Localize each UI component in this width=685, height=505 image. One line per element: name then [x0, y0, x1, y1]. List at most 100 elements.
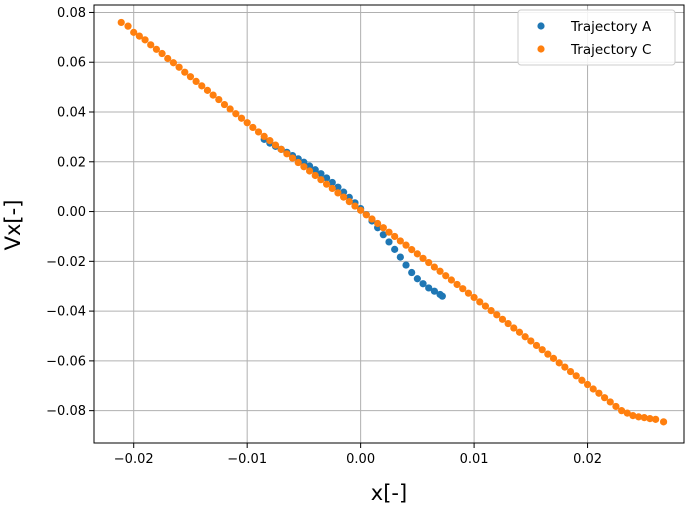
x-axis-label: x[-]	[371, 481, 407, 505]
data-point	[589, 385, 597, 393]
data-point	[220, 100, 229, 109]
y-tick-label: 0.08	[57, 6, 86, 21]
legend-box	[517, 9, 676, 66]
data-point	[135, 32, 143, 40]
data-point	[402, 261, 410, 269]
data-point	[305, 162, 314, 170]
data-point	[402, 241, 410, 249]
data-point	[158, 49, 166, 58]
data-point	[181, 68, 189, 76]
data-point	[504, 319, 512, 328]
data-point	[322, 174, 331, 182]
data-point	[209, 91, 217, 99]
data-point	[379, 224, 387, 232]
data-point	[203, 86, 212, 94]
data-point	[396, 237, 404, 245]
data-point	[561, 363, 569, 371]
data-point	[362, 211, 370, 219]
data-point	[476, 298, 484, 306]
data-point	[408, 246, 416, 254]
data-point	[481, 302, 490, 310]
data-point	[294, 158, 302, 167]
y-tick-label: −0.02	[46, 255, 86, 270]
data-point	[266, 137, 274, 145]
data-point	[515, 328, 524, 336]
data-point	[606, 398, 614, 406]
data-point	[413, 275, 421, 283]
data-point	[583, 380, 592, 389]
data-point	[254, 128, 263, 136]
data-point	[357, 206, 365, 214]
data-point	[464, 289, 473, 297]
data-point	[566, 367, 575, 376]
data-point	[635, 413, 643, 421]
data-point	[283, 150, 291, 158]
legend-label-trajectory-c: Trajectory C	[570, 42, 651, 58]
data-point	[351, 202, 359, 210]
data-point	[311, 166, 319, 174]
data-point	[260, 132, 268, 140]
data-point	[317, 176, 325, 184]
y-tick-label: −0.06	[46, 354, 86, 369]
data-point	[549, 354, 558, 362]
data-point	[595, 389, 603, 397]
data-point	[629, 412, 637, 420]
data-point	[572, 372, 580, 380]
legend-marker-trajectory-a	[537, 22, 545, 30]
data-point	[288, 154, 297, 162]
data-point	[141, 36, 149, 44]
data-point	[391, 245, 399, 253]
data-point	[442, 272, 450, 280]
y-tick-label: 0.04	[57, 106, 86, 121]
x-tick-label: −0.02	[114, 452, 154, 467]
legend-marker-trajectory-c	[537, 45, 545, 53]
data-point	[527, 337, 535, 345]
y-tick-label: −0.08	[46, 404, 86, 419]
data-point	[436, 267, 444, 275]
data-point	[646, 415, 654, 423]
data-series	[117, 18, 668, 426]
data-point	[334, 189, 342, 197]
data-point	[430, 263, 438, 271]
data-point	[328, 178, 336, 187]
data-point	[340, 193, 348, 201]
y-axis-label: Vx[-]	[1, 200, 25, 251]
y-tick-label: 0.02	[57, 155, 86, 170]
data-point	[198, 82, 206, 90]
data-point	[311, 171, 319, 180]
data-point	[237, 114, 246, 122]
legend: Trajectory A Trajectory C	[517, 9, 676, 66]
data-point	[175, 63, 183, 71]
data-point	[617, 407, 626, 415]
y-tick-label: 0.00	[57, 205, 86, 220]
data-point	[328, 184, 336, 193]
data-point	[413, 250, 421, 258]
data-point	[555, 359, 563, 367]
data-point	[459, 285, 467, 293]
data-point	[453, 280, 461, 289]
data-point	[385, 228, 393, 236]
data-point	[623, 409, 631, 417]
legend-label-trajectory-a: Trajectory A	[570, 19, 652, 35]
data-point	[232, 110, 240, 118]
data-point	[419, 254, 427, 262]
data-point	[374, 219, 382, 228]
data-point	[600, 394, 609, 402]
data-point	[538, 346, 546, 354]
data-point	[271, 141, 280, 149]
axis-ticks: −0.02 −0.01 0.00 0.01 0.02 −0.08 −0.06 −0.04 −0.…	[46, 6, 602, 467]
data-point	[498, 315, 507, 323]
data-point	[385, 238, 393, 246]
data-point	[186, 73, 195, 81]
data-point	[317, 170, 325, 178]
data-point	[215, 95, 223, 104]
y-tick-label: −0.04	[46, 305, 86, 320]
data-point	[652, 415, 660, 423]
data-point	[345, 198, 353, 206]
y-tick-label: 0.06	[57, 56, 86, 71]
data-point	[340, 188, 348, 196]
x-tick-label: −0.01	[227, 452, 267, 467]
data-point	[544, 350, 552, 358]
